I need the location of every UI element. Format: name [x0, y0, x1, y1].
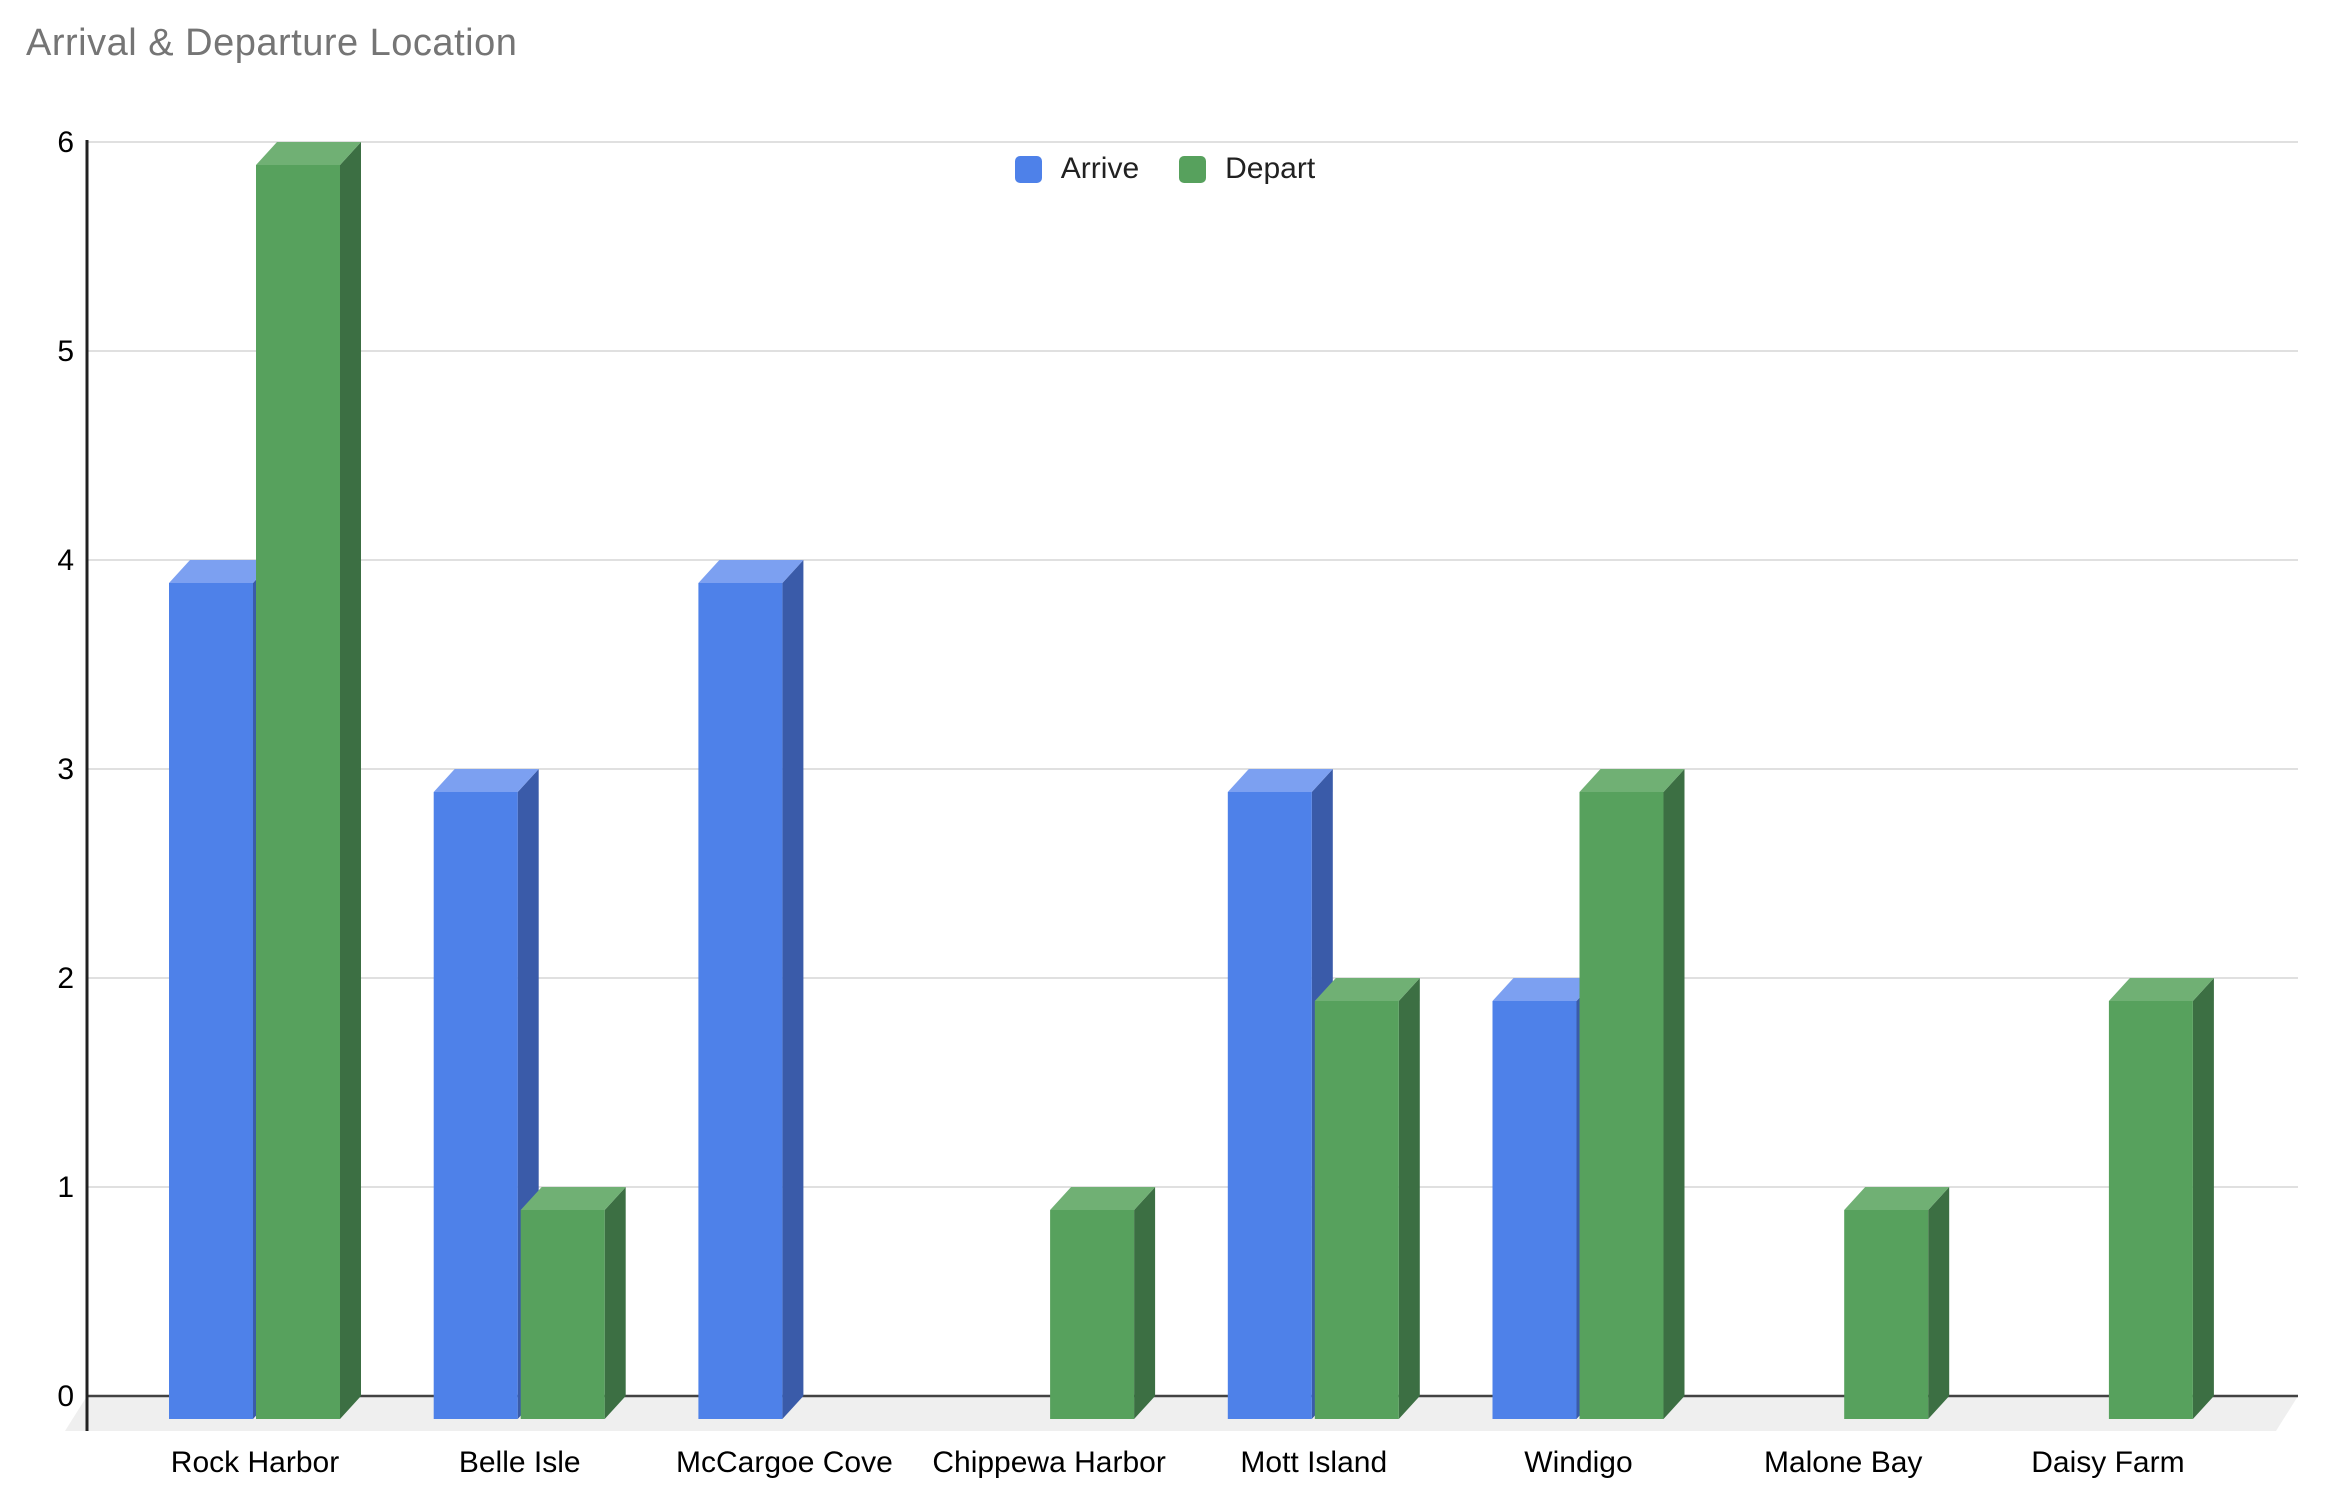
bar-depart-rock-harbor-front-face — [256, 165, 340, 1419]
bar-depart-malone-bay-top-face — [1844, 1187, 1950, 1210]
y-tick-label-2: 2 — [57, 962, 74, 995]
bar-depart-rock-harbor-side-face — [340, 142, 361, 1419]
x-category-label-mott-island: Mott Island — [1240, 1446, 1387, 1479]
bar-depart-chippewa-harbor — [1050, 1187, 1156, 1419]
y-tick-label-6: 6 — [57, 126, 74, 159]
bar-depart-daisy-farm-side-face — [2192, 978, 2214, 1419]
bar-arrive-rock-harbor-front-face — [169, 583, 253, 1419]
bar-depart-mott-island-side-face — [1398, 978, 1420, 1419]
bar-depart-malone-bay-front-face — [1844, 1210, 1929, 1419]
bar-depart-chippewa-harbor-side-face — [1134, 1187, 1156, 1419]
y-tick-label-3: 3 — [57, 753, 74, 786]
bar-depart-rock-harbor — [256, 142, 361, 1419]
bar-depart-mott-island — [1314, 978, 1420, 1419]
x-category-label-belle-isle: Belle Isle — [459, 1446, 581, 1479]
chart-floor — [65, 1396, 2298, 1431]
bar-depart-mott-island-top-face — [1314, 978, 1420, 1001]
bar-arrive-mccargoe-cove-top-face — [698, 560, 804, 583]
bar-depart-belle-isle — [520, 1187, 626, 1419]
bar-depart-daisy-farm — [2108, 978, 2214, 1419]
bar-depart-windigo-top-face — [1579, 769, 1685, 792]
x-category-label-windigo: Windigo — [1524, 1446, 1632, 1479]
bar-depart-malone-bay-side-face — [1928, 1187, 1950, 1419]
x-category-label-chippewa-harbor: Chippewa Harbor — [932, 1446, 1165, 1479]
bar-arrive-belle-isle-top-face — [433, 769, 539, 792]
bar-arrive-mccargoe-cove — [698, 560, 804, 1419]
bar-depart-chippewa-harbor-front-face — [1050, 1210, 1135, 1419]
y-tick-label-1: 1 — [57, 1171, 74, 1204]
y-tick-label-4: 4 — [57, 544, 74, 577]
bar-arrive-windigo-top-face — [1492, 978, 1598, 1001]
bar-depart-chippewa-harbor-top-face — [1050, 1187, 1156, 1210]
bar-depart-belle-isle-side-face — [604, 1187, 626, 1419]
y-tick-label-0: 0 — [57, 1380, 74, 1413]
bar-depart-windigo — [1579, 769, 1685, 1419]
bar-arrive-mott-island-front-face — [1227, 792, 1312, 1419]
bar-arrive-windigo-front-face — [1492, 1001, 1577, 1419]
bar-depart-windigo-side-face — [1663, 769, 1685, 1419]
bar-depart-daisy-farm-front-face — [2108, 1001, 2193, 1419]
x-category-label-mccargoe-cove: McCargoe Cove — [676, 1446, 893, 1479]
bar-depart-belle-isle-front-face — [520, 1210, 605, 1419]
bar-arrive-mccargoe-cove-side-face — [782, 560, 804, 1419]
bar-arrive-mott-island-top-face — [1227, 769, 1333, 792]
bar-depart-windigo-front-face — [1579, 792, 1664, 1419]
bar-depart-malone-bay — [1844, 1187, 1950, 1419]
x-category-label-rock-harbor: Rock Harbor — [171, 1446, 339, 1479]
bar-depart-rock-harbor-top-face — [256, 142, 361, 165]
bar-depart-belle-isle-top-face — [520, 1187, 626, 1210]
bar-arrive-rock-harbor-top-face — [169, 560, 274, 583]
bar-arrive-mccargoe-cove-front-face — [698, 583, 783, 1419]
bar-arrive-mott-island — [1227, 769, 1333, 1419]
bar-arrive-belle-isle-front-face — [433, 792, 518, 1419]
chart-title: Arrival & Departure Location — [26, 22, 518, 64]
x-category-label-malone-bay: Malone Bay — [1764, 1446, 1922, 1479]
bar-depart-mott-island-front-face — [1314, 1001, 1399, 1419]
x-category-label-daisy-farm: Daisy Farm — [2031, 1446, 2184, 1479]
bar-depart-daisy-farm-top-face — [2108, 978, 2214, 1001]
y-tick-label-5: 5 — [57, 335, 74, 368]
